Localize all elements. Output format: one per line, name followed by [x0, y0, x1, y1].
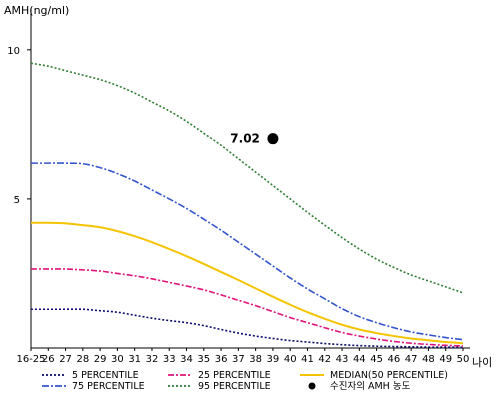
- patient-point: [267, 133, 279, 145]
- x-tick-label: 44: [353, 354, 366, 365]
- series-line-median-50-percentile: [30, 221, 464, 345]
- y-tick-label: 10: [7, 46, 20, 57]
- x-tick-label: 46: [388, 354, 401, 365]
- x-tick-label: 41: [301, 354, 314, 365]
- x-tick-label: 39: [267, 354, 280, 365]
- x-tick-label: 40: [284, 354, 297, 365]
- x-tick-label: 42: [318, 354, 331, 365]
- x-tick-label: 43: [336, 354, 349, 365]
- x-tick-label: 29: [94, 354, 107, 365]
- y-axis-label: AMH(ng/ml): [4, 4, 69, 17]
- legend-point-label: 수진자의 AMH 농도: [330, 381, 411, 392]
- x-tick-label: 50: [457, 354, 470, 365]
- x-tick-label: 38: [249, 354, 262, 365]
- x-tick-label: 26: [42, 354, 55, 365]
- x-tick-label: 27: [59, 354, 72, 365]
- legend-label: 95 PERCENTILE: [198, 381, 271, 392]
- x-tick-label: 48: [422, 354, 435, 365]
- x-axis-label: 나이: [472, 356, 492, 369]
- x-tick-label: 16-25: [16, 354, 45, 365]
- legend-label: 25 PERCENTILE: [198, 370, 271, 381]
- x-tick-label: 34: [180, 354, 193, 365]
- legend-label: 75 PERCENTILE: [72, 381, 145, 392]
- x-tick-label: 35: [197, 354, 210, 365]
- x-tick-label: 32: [146, 354, 159, 365]
- y-tick-label: 5: [14, 195, 20, 206]
- patient-point-label: 7.02: [230, 132, 260, 146]
- series-line-25-percentile: [30, 268, 464, 347]
- x-tick-label: 36: [215, 354, 228, 365]
- x-tick-label: 33: [163, 354, 176, 365]
- legend-label: MEDIAN(50 PERCENTILE): [330, 370, 448, 381]
- series-line-95-percentile: [30, 62, 464, 294]
- x-tick-label: 47: [405, 354, 418, 365]
- x-tick-label: 31: [128, 354, 141, 365]
- x-tick-label: 28: [76, 354, 89, 365]
- x-tick-label: 30: [111, 354, 124, 365]
- legend-point-marker: [308, 382, 316, 390]
- x-tick-label: 49: [439, 354, 452, 365]
- x-tick-label: 45: [370, 354, 383, 365]
- x-tick-label: 37: [232, 354, 245, 365]
- series-line-5-percentile: [31, 308, 464, 349]
- legend-label: 5 PERCENTILE: [72, 370, 139, 381]
- series-line-75-percentile: [31, 162, 464, 341]
